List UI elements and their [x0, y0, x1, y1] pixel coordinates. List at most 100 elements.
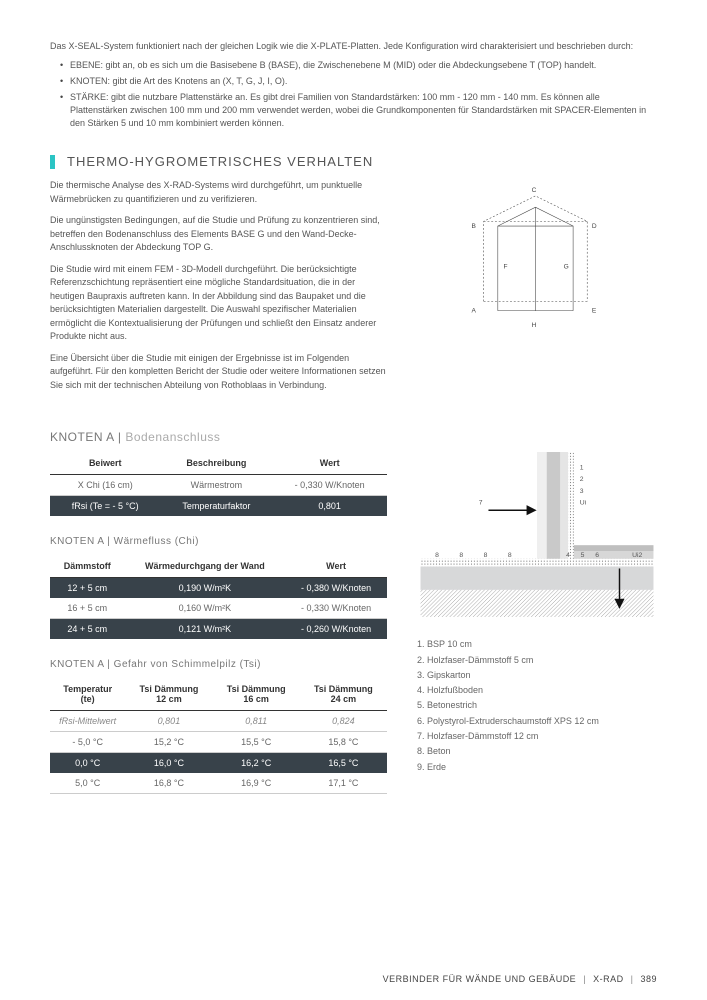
materials-legend: 1. BSP 10 cm 2. Holzfaser-Dämmstoff 5 cm… [417, 637, 657, 775]
legend-item: 3. Gipskarton [417, 668, 657, 683]
table-header-row: Temperatur (te) Tsi Dämmung 12 cm Tsi Dä… [50, 678, 387, 711]
table3-caption: KNOTEN A | Gefahr von Schimmelpilz (Tsi) [50, 659, 387, 670]
tables-column: Beiwert Beschreibung Wert X Chi (16 cm) … [50, 452, 387, 794]
svg-text:8: 8 [435, 552, 439, 559]
th: Dämmstoff [50, 555, 125, 578]
td: 0,801 [125, 711, 212, 732]
th: Beschreibung [160, 452, 272, 475]
td: 16,5 °C [300, 753, 387, 774]
table-row-italic: fRsi-Mittelwert 0,801 0,811 0,824 [50, 711, 387, 732]
table-row: X Chi (16 cm) Wärmestrom - 0,330 W/Knote… [50, 475, 387, 496]
td: 0,190 W/m²K [125, 578, 286, 599]
svg-text:E: E [592, 308, 597, 315]
td: 16,9 °C [213, 773, 300, 794]
td: - 0,380 W/Knoten [285, 578, 387, 599]
svg-text:8: 8 [459, 552, 463, 559]
table2-caption: KNOTEN A | Wärmefluss (Chi) [50, 536, 387, 547]
svg-text:1: 1 [580, 465, 584, 472]
svg-text:G: G [564, 264, 569, 271]
svg-text:D: D [592, 223, 597, 230]
table-row-highlight: 12 + 5 cm 0,190 W/m²K - 0,380 W/Knoten [50, 578, 387, 599]
td: Wärmestrom [160, 475, 272, 496]
footer-sep-icon: | [583, 974, 586, 984]
td: fRsi (Te = - 5 °C) [50, 496, 160, 517]
section-title: THERMO-HYGROMETRISCHES VERHALTEN [67, 154, 373, 169]
table-header-row: Beiwert Beschreibung Wert [50, 452, 387, 475]
td: Temperaturfaktor [160, 496, 272, 517]
intro-list: EBENE: gibt an, ob es sich um die Basise… [50, 59, 657, 130]
th: Wert [285, 555, 387, 578]
table-beiwert: Beiwert Beschreibung Wert X Chi (16 cm) … [50, 452, 387, 516]
td: 12 + 5 cm [50, 578, 125, 599]
intro-lead: Das X-SEAL-System funktioniert nach der … [50, 40, 657, 53]
td: - 0,330 W/Knoten [285, 598, 387, 619]
thermo-text: Die thermische Analyse des X-RAD-Systems… [50, 179, 390, 400]
footer-product: X-RAD [593, 974, 624, 984]
th: Tsi Dämmung 12 cm [125, 678, 212, 711]
legend-item: 4. Holzfußboden [417, 683, 657, 698]
svg-text:3: 3 [580, 488, 584, 495]
intro-item: STÄRKE: gibt die nutzbare Plattenstärke … [60, 91, 657, 130]
legend-item: 6. Polystyrol-Extruderschaumstoff XPS 12… [417, 714, 657, 729]
svg-text:6: 6 [595, 552, 599, 559]
legend-item: 9. Erde [417, 760, 657, 775]
td: 17,1 °C [300, 773, 387, 794]
intro-item: EBENE: gibt an, ob es sich um die Basise… [60, 59, 657, 72]
th: Tsi Dämmung 16 cm [213, 678, 300, 711]
intro-item: KNOTEN: gibt die Art des Knotens an (X, … [60, 75, 657, 88]
td: 0,121 W/m²K [125, 619, 286, 640]
table-header-row: Dämmstoff Wärmedurchgang der Wand Wert [50, 555, 387, 578]
svg-text:5: 5 [581, 552, 585, 559]
td: X Chi (16 cm) [50, 475, 160, 496]
svg-text:A: A [472, 308, 477, 315]
footer-page-number: 389 [640, 974, 657, 984]
table-row: 5,0 °C 16,8 °C 16,9 °C 17,1 °C [50, 773, 387, 794]
table-row: 16 + 5 cm 0,160 W/m²K - 0,330 W/Knoten [50, 598, 387, 619]
page-footer: VERBINDER FÜR WÄNDE UND GEBÄUDE | X-RAD … [383, 974, 657, 984]
table-row-highlight: 0,0 °C 16,0 °C 16,2 °C 16,5 °C [50, 753, 387, 774]
svg-text:Ui: Ui [580, 500, 587, 507]
detail-drawing-column: 7 1 2 3 Ui 4 5 6 Ui2 8 8 8 8 1. BSP 10 c… [387, 452, 657, 794]
td: 0,801 [272, 496, 387, 517]
legend-item: 5. Betonestrich [417, 698, 657, 713]
legend-item: 2. Holzfaser-Dämmstoff 5 cm [417, 653, 657, 668]
isometric-diagram-icon: A B C D E F G H [414, 179, 657, 339]
node-a-title: KNOTEN A | Bodenanschluss [50, 430, 657, 444]
footer-section: VERBINDER FÜR WÄNDE UND GEBÄUDE [383, 974, 577, 984]
td: 15,5 °C [213, 732, 300, 753]
td: 15,2 °C [125, 732, 212, 753]
table-waermefluss: Dämmstoff Wärmedurchgang der Wand Wert 1… [50, 555, 387, 639]
thermo-p: Eine Übersicht über die Studie mit einig… [50, 352, 390, 393]
td: - 0,260 W/Knoten [285, 619, 387, 640]
th: Wert [272, 452, 387, 475]
td: 16,0 °C [125, 753, 212, 774]
svg-text:8: 8 [508, 552, 512, 559]
td: 16 + 5 cm [50, 598, 125, 619]
table-row: - 5,0 °C 15,2 °C 15,5 °C 15,8 °C [50, 732, 387, 753]
wall-floor-detail-icon: 7 1 2 3 Ui 4 5 6 Ui2 8 8 8 8 [417, 452, 657, 617]
th: Beiwert [50, 452, 160, 475]
svg-text:Ui2: Ui2 [632, 552, 642, 559]
legend-item: 8. Beton [417, 744, 657, 759]
thermo-p: Die thermische Analyse des X-RAD-Systems… [50, 179, 390, 206]
thermo-p: Die Studie wird mit einem FEM - 3D-Model… [50, 263, 390, 344]
svg-text:7: 7 [479, 500, 483, 507]
svg-text:F: F [504, 264, 508, 271]
td: 0,0 °C [50, 753, 125, 774]
td: 0,824 [300, 711, 387, 732]
table-schimmelpilz: Temperatur (te) Tsi Dämmung 12 cm Tsi Dä… [50, 678, 387, 794]
section-header: THERMO-HYGROMETRISCHES VERHALTEN [50, 154, 657, 169]
td: 24 + 5 cm [50, 619, 125, 640]
footer-sep-icon: | [631, 974, 634, 984]
table-row-highlight: fRsi (Te = - 5 °C) Temperaturfaktor 0,80… [50, 496, 387, 517]
td: 5,0 °C [50, 773, 125, 794]
building-diagram: A B C D E F G H [414, 179, 657, 400]
th: Temperatur (te) [50, 678, 125, 711]
svg-text:H: H [532, 322, 537, 329]
thermo-p: Die ungünstigsten Bedingungen, auf die S… [50, 214, 390, 255]
td: - 5,0 °C [50, 732, 125, 753]
tables-and-drawing-row: Beiwert Beschreibung Wert X Chi (16 cm) … [50, 452, 657, 794]
node-a-title-a: KNOTEN A [50, 430, 114, 444]
table-row-highlight: 24 + 5 cm 0,121 W/m²K - 0,260 W/Knoten [50, 619, 387, 640]
th: Wärmedurchgang der Wand [125, 555, 286, 578]
